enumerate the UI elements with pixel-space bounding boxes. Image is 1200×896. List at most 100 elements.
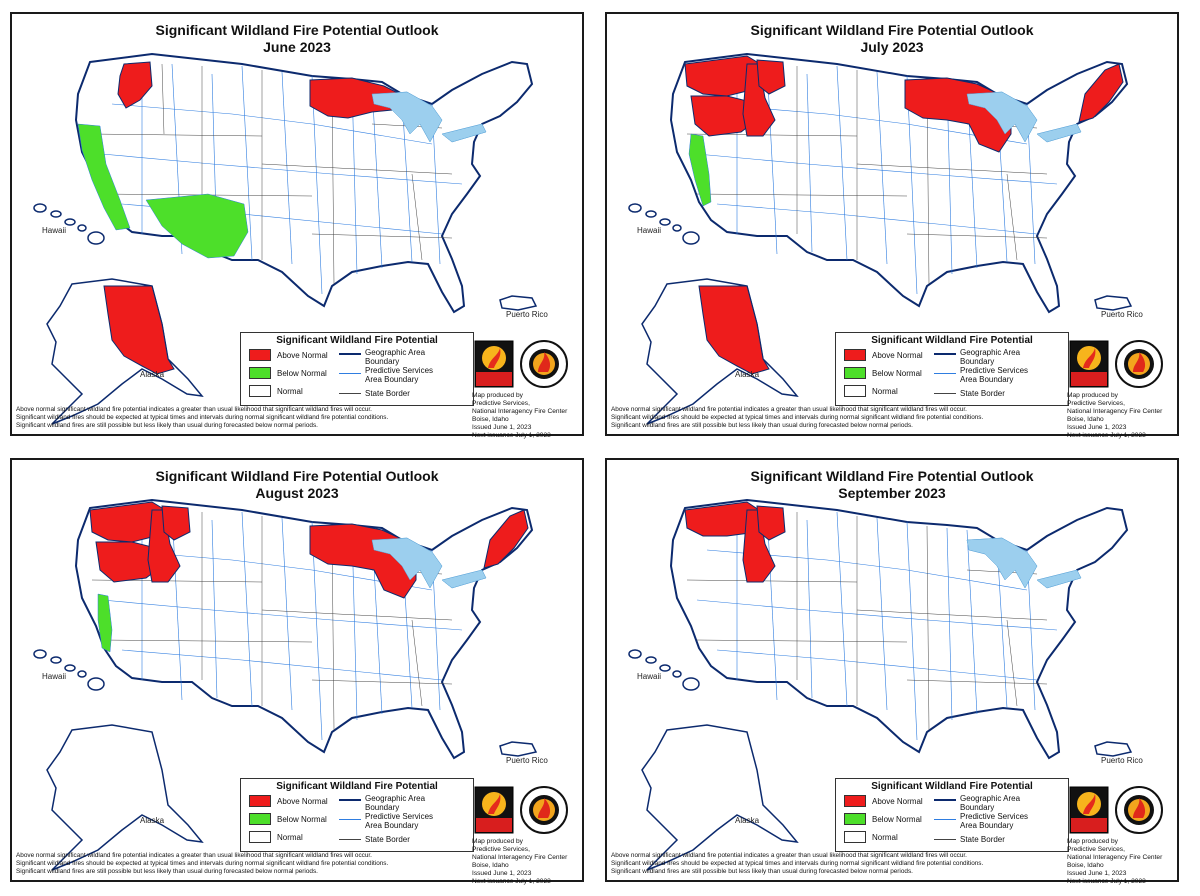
footnote-line: Above normal significant wildland fire p… [16, 406, 372, 413]
credits: Map produced by Predictive Services, Natio… [1067, 838, 1177, 886]
legend: Significant Wildland Fire Potential Abov… [240, 778, 474, 852]
map-panel-august: Significant Wildland Fire Potential Outl… [10, 458, 584, 885]
normal-swatch [844, 831, 866, 843]
great-lakes [966, 537, 1082, 589]
normal-label: Normal [277, 833, 303, 842]
footnote-line: Above normal significant wildland fire p… [16, 852, 372, 859]
predictive-services-logo [474, 340, 514, 388]
below-normal-region [145, 193, 249, 259]
footnote-line: Above normal significant wildland fire p… [611, 852, 967, 859]
above-normal-label: Above Normal [277, 797, 328, 806]
below-normal-label: Below Normal [277, 369, 327, 378]
above-normal-swatch [844, 349, 866, 361]
normal-label: Normal [872, 833, 898, 842]
state-border-sample [339, 393, 361, 394]
below-normal-label: Below Normal [872, 369, 922, 378]
below-normal-region [77, 123, 131, 231]
predictive-services-logo [474, 786, 514, 834]
above-normal-label: Above Normal [277, 351, 328, 360]
map-panel-june: Significant Wildland Fire Potential Outl… [10, 12, 584, 439]
above-normal-region [483, 509, 529, 569]
normal-label: Normal [872, 387, 898, 396]
hawaii-label: Hawaii [637, 672, 662, 681]
geographic-area-boundary-label: Geographic Area Boundary [365, 794, 426, 812]
credits-line: Next issuance July 1, 2023 [472, 432, 551, 439]
below-normal-label: Below Normal [872, 815, 922, 824]
map-title: Significant Wildland Fire Potential Outl… [155, 468, 439, 484]
fire-potential-map [33, 52, 538, 425]
below-normal-region [97, 593, 113, 653]
credits-line: Boise, Idaho [472, 862, 509, 869]
below-normal-swatch [844, 813, 866, 825]
alaska-label: Alaska [735, 816, 760, 825]
alaska-above-normal-region [103, 285, 175, 375]
footnote-line: Significant wildland fires are still pos… [16, 868, 318, 875]
footnote-line: Significant wildland fires should be exp… [16, 860, 389, 867]
hawaii-islands [33, 649, 105, 691]
hawaii-label: Hawaii [42, 672, 67, 681]
great-lakes [371, 91, 487, 143]
footnote-line: Above normal significant wildland fire p… [611, 406, 967, 413]
puerto-rico-label: Puerto Rico [1101, 756, 1143, 765]
puerto-rico-outline [1094, 295, 1133, 311]
legend: Significant Wildland Fire Potential Abov… [835, 332, 1069, 406]
credits-line: Issued June 1, 2023 [472, 424, 532, 431]
footnote: Above normal significant wildland fire p… [611, 406, 1071, 430]
above-normal-region [161, 505, 191, 541]
state-border-label: State Border [960, 835, 1005, 844]
psa-boundary-label: Predictive Services Area Boundary [960, 366, 1029, 384]
above-normal-label: Above Normal [872, 797, 923, 806]
legend: Significant Wildland Fire Potential Abov… [240, 332, 474, 406]
above-normal-region [309, 77, 405, 119]
above-normal-region [756, 59, 786, 95]
below-normal-swatch [249, 367, 271, 379]
hawaii-islands [33, 203, 105, 245]
psa-boundary-sample [934, 373, 956, 374]
credits: Map produced by Predictive Services, Natio… [472, 838, 582, 886]
map-panel-july: Significant Wildland Fire Potential Outl… [605, 12, 1179, 439]
above-normal-swatch [249, 795, 271, 807]
geographic-area-boundary-sample [339, 353, 361, 355]
state-border-lines [686, 509, 1048, 731]
map-month: September 2023 [838, 485, 946, 501]
alaska-outline [641, 724, 799, 871]
conus-outline [669, 498, 1129, 760]
state-border-sample [934, 839, 956, 840]
footnote-line: Significant wildland fires should be exp… [16, 414, 389, 421]
geographic-area-boundary-sample [934, 353, 956, 355]
legend-title: Significant Wildland Fire Potential [276, 335, 438, 346]
credits-line: Issued June 1, 2023 [1067, 870, 1127, 877]
alaska-label: Alaska [140, 370, 165, 379]
map-month: July 2023 [860, 39, 924, 55]
hawaii-label: Hawaii [42, 226, 67, 235]
psa-boundary-sample [339, 819, 361, 820]
above-normal-swatch [844, 795, 866, 807]
psa-boundary-lines [696, 509, 1058, 741]
above-normal-swatch [249, 349, 271, 361]
footnote-line: Significant wildland fires are still pos… [16, 422, 318, 429]
below-normal-swatch [844, 367, 866, 379]
normal-swatch [249, 831, 271, 843]
credits: Map produced by Predictive Services, Natio… [472, 392, 582, 440]
map-panel-september: Significant Wildland Fire Potential Outl… [605, 458, 1179, 885]
great-lakes [966, 91, 1082, 143]
state-border-sample [339, 839, 361, 840]
below-normal-label: Below Normal [277, 815, 327, 824]
footnote-line: Significant wildland fires should be exp… [611, 860, 984, 867]
state-border-lines [686, 63, 1048, 285]
credits-line: Predictive Services, [1067, 846, 1125, 853]
credits-line: Map produced by [472, 392, 523, 399]
credits: Map produced by Predictive Services, Natio… [1067, 392, 1177, 440]
above-normal-region [684, 55, 760, 97]
puerto-rico-label: Puerto Rico [1101, 310, 1143, 319]
footnote-line: Significant wildland fires should be exp… [611, 414, 984, 421]
geographic-area-boundary-sample [934, 799, 956, 801]
credits-line: Boise, Idaho [1067, 416, 1104, 423]
geographic-area-boundary-label: Geographic Area Boundary [365, 348, 426, 366]
hawaii-label: Hawaii [637, 226, 662, 235]
map-title: Significant Wildland Fire Potential Outl… [750, 22, 1034, 38]
credits-line: Predictive Services, [472, 846, 530, 853]
fire-potential-map [33, 498, 538, 871]
credits-line: National Interagency Fire Center [472, 854, 568, 861]
credits-line: Predictive Services, [472, 400, 530, 407]
